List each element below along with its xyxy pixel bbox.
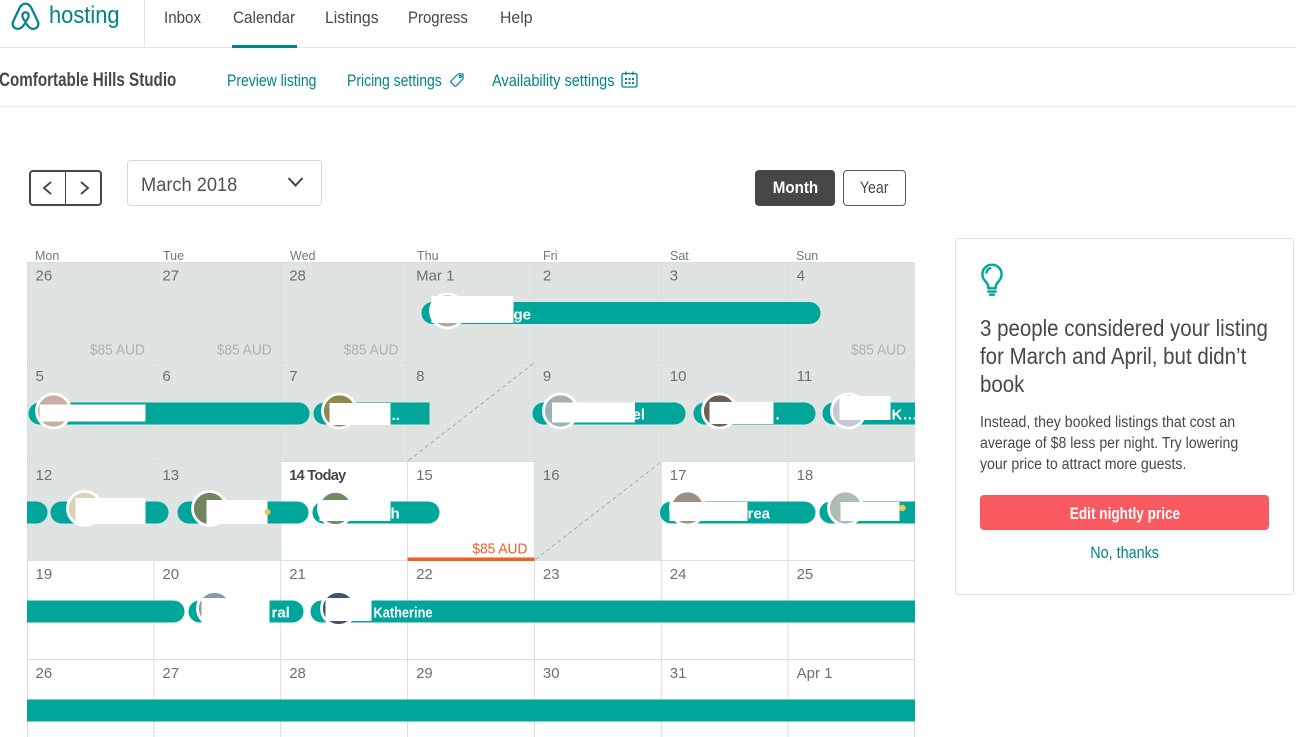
svg-text:26: 26 bbox=[36, 665, 53, 682]
svg-text:ge: ge bbox=[514, 307, 532, 324]
svg-text:29: 29 bbox=[416, 665, 433, 682]
svg-text:Mar 1: Mar 1 bbox=[416, 268, 454, 285]
svg-text:$85 AUD: $85 AUD bbox=[90, 343, 145, 359]
svg-text:..: .. bbox=[392, 407, 400, 424]
svg-text:Katherine: Katherine bbox=[374, 605, 433, 622]
svg-text:9: 9 bbox=[543, 368, 551, 385]
svg-text:16: 16 bbox=[543, 467, 560, 484]
svg-text:19: 19 bbox=[36, 566, 53, 583]
svg-text:10: 10 bbox=[670, 368, 687, 385]
svg-text:4: 4 bbox=[797, 268, 805, 285]
svg-text:14 Today: 14 Today bbox=[289, 468, 346, 484]
svg-text:27: 27 bbox=[162, 268, 179, 285]
svg-text:3: 3 bbox=[670, 268, 678, 285]
svg-text:21: 21 bbox=[289, 566, 306, 583]
svg-text:23: 23 bbox=[543, 566, 560, 583]
svg-text:18: 18 bbox=[797, 467, 814, 484]
svg-text:K…: K… bbox=[892, 407, 917, 424]
svg-text:el: el bbox=[633, 407, 646, 424]
svg-text:6: 6 bbox=[162, 368, 170, 385]
svg-text:$85 AUD: $85 AUD bbox=[217, 343, 272, 359]
svg-text:2: 2 bbox=[543, 268, 551, 285]
svg-text:26: 26 bbox=[36, 268, 53, 285]
svg-text:ral: ral bbox=[272, 605, 290, 622]
svg-text:27: 27 bbox=[162, 665, 179, 682]
svg-text:h: h bbox=[391, 506, 400, 523]
svg-text:20: 20 bbox=[162, 566, 179, 583]
svg-text:.: . bbox=[776, 407, 780, 424]
svg-text:25: 25 bbox=[797, 566, 814, 583]
svg-text:12: 12 bbox=[36, 467, 53, 484]
svg-text:22: 22 bbox=[416, 566, 433, 583]
svg-text:28: 28 bbox=[289, 268, 306, 285]
svg-text:28: 28 bbox=[289, 665, 306, 682]
svg-text:30: 30 bbox=[543, 665, 560, 682]
svg-text:7: 7 bbox=[289, 368, 297, 385]
svg-text:13: 13 bbox=[162, 467, 179, 484]
svg-text:$85 AUD: $85 AUD bbox=[344, 343, 399, 359]
svg-text:31: 31 bbox=[670, 665, 687, 682]
svg-text:15: 15 bbox=[416, 467, 433, 484]
svg-text:11: 11 bbox=[797, 368, 813, 385]
svg-text:Apr 1: Apr 1 bbox=[797, 665, 833, 682]
svg-text:rea: rea bbox=[748, 506, 771, 523]
svg-text:8: 8 bbox=[416, 368, 424, 385]
svg-text:17: 17 bbox=[670, 467, 687, 484]
svg-text:$85 AUD: $85 AUD bbox=[851, 343, 906, 359]
svg-text:$85 AUD: $85 AUD bbox=[472, 542, 527, 558]
svg-text:24: 24 bbox=[670, 566, 687, 583]
svg-text:5: 5 bbox=[36, 368, 44, 385]
